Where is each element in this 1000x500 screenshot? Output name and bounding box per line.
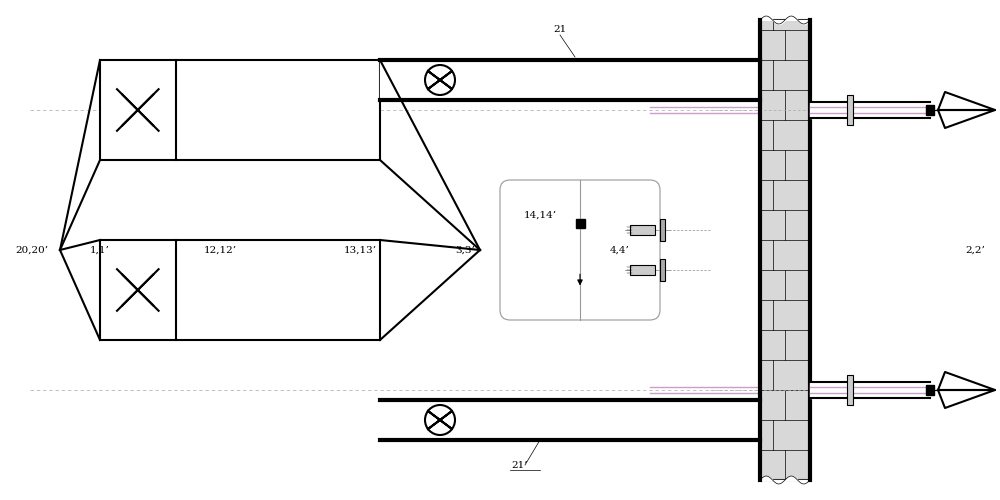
Bar xyxy=(847,95,853,125)
Text: 13,13’: 13,13’ xyxy=(343,246,377,254)
Text: 14,14’: 14,14’ xyxy=(523,210,557,220)
Circle shape xyxy=(425,65,455,95)
Text: 12,12’: 12,12’ xyxy=(203,246,237,254)
Text: 3,3’: 3,3’ xyxy=(455,246,475,254)
Text: 20,20’: 20,20’ xyxy=(15,246,48,254)
Text: 4,4’: 4,4’ xyxy=(610,246,630,254)
Bar xyxy=(926,105,934,115)
Text: 21’: 21’ xyxy=(512,460,528,469)
Bar xyxy=(576,219,584,228)
FancyBboxPatch shape xyxy=(500,180,660,320)
Circle shape xyxy=(425,405,455,435)
Bar xyxy=(926,385,934,395)
Bar xyxy=(660,219,665,241)
Polygon shape xyxy=(938,372,995,390)
Text: 2,2’: 2,2’ xyxy=(965,246,985,254)
Bar xyxy=(760,20,810,480)
Bar xyxy=(100,240,380,340)
Polygon shape xyxy=(938,92,995,110)
Bar xyxy=(630,225,655,235)
Text: 1,1’: 1,1’ xyxy=(90,246,110,254)
Polygon shape xyxy=(938,390,995,408)
Bar xyxy=(847,375,853,405)
Bar xyxy=(100,60,380,160)
Bar xyxy=(660,259,665,281)
Bar xyxy=(630,265,655,275)
Polygon shape xyxy=(938,110,995,128)
Text: 21: 21 xyxy=(553,26,567,35)
